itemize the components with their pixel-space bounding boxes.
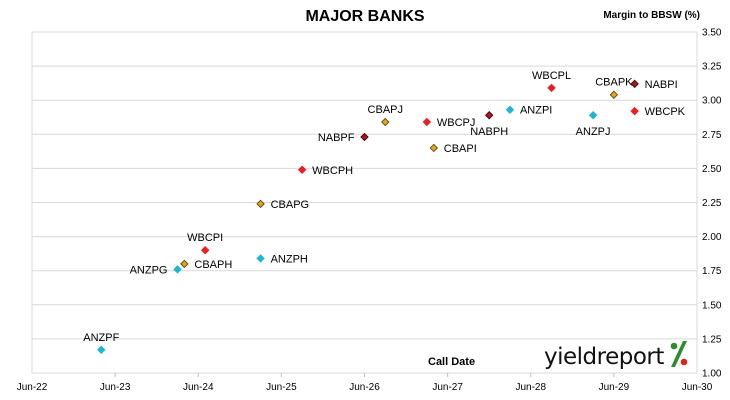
y-tick-label: 2.50 [702, 164, 722, 175]
data-point-cbaph [180, 259, 189, 269]
data-label-cbapj: CBAPJ [368, 104, 403, 116]
data-label-anzpf: ANZPF [83, 332, 119, 344]
x-tick-label: Jun-25 [266, 382, 297, 393]
yieldreport-logo: yieldreport [544, 340, 688, 374]
data-label-anzph: ANZPH [271, 253, 308, 265]
data-label-cbapi: CBAPI [444, 143, 477, 155]
data-label-wbcpj: WBCPJ [437, 117, 476, 129]
data-point-wbcpj [422, 117, 432, 127]
y-tick-label: 2.25 [702, 198, 722, 209]
x-tick-label: Jun-28 [515, 382, 546, 393]
data-point-cbapk [609, 90, 619, 99]
data-point-wbcpl [547, 83, 556, 93]
chart-title: MAJOR BANKS [305, 8, 425, 25]
data-point-cbapi [429, 143, 439, 153]
data-point-anzph [256, 254, 265, 263]
y-tick-label: 1.50 [702, 300, 722, 311]
y-tick-label: 2.00 [702, 232, 722, 243]
data-label-cbapk: CBAPK [595, 77, 633, 89]
data-label-wbcpk: WBCPK [645, 106, 686, 118]
logo-text: yieldreport [544, 344, 664, 370]
data-label-anzpg: ANZPG [130, 264, 168, 276]
x-tick-label: Jun-29 [599, 382, 630, 393]
data-label-anzpj: ANZPJ [576, 126, 611, 138]
y-tick-label: 3.00 [702, 96, 722, 107]
data-point-nabpf [360, 132, 369, 142]
logo-percent-icon [671, 341, 688, 367]
x-axis-ticks: Jun-22 Jun-23 Jun-24 Jun-25 Jun-26 Jun-27 Jun-… [17, 373, 713, 393]
x-tick-label: Jun-27 [432, 382, 463, 393]
data-point-anzpf [97, 345, 106, 355]
data-point-nabpi [630, 79, 639, 89]
data-point-wbcph [297, 165, 307, 175]
data-label-nabpi: NABPI [645, 79, 678, 91]
x-tick-label: Jun-30 [682, 382, 713, 393]
data-point-anzpg [173, 265, 182, 274]
y-tick-label: 1.75 [702, 266, 722, 277]
y-tick-label: 3.50 [702, 28, 722, 39]
data-points [97, 79, 639, 355]
y-tick-label: 1.00 [702, 369, 722, 380]
x-axis-label: Call Date [428, 356, 476, 368]
y-tick-label: 2.75 [702, 130, 722, 141]
data-label-wbcpl: WBCPL [532, 70, 571, 82]
data-point-nabph [484, 110, 494, 120]
y-tick-label: 3.25 [702, 62, 722, 73]
x-tick-label: Jun-23 [100, 382, 131, 393]
data-label-anzpi: ANZPI [520, 105, 552, 117]
y-axis-ticks: 1.00 1.25 1.50 1.75 2.00 2.25 2.50 2.75 3.00 3.25… [702, 28, 722, 380]
data-label-nabph: NABPH [470, 126, 508, 138]
data-label-wbcph: WBCPH [312, 165, 353, 177]
x-tick-label: Jun-24 [183, 382, 214, 393]
y-axis-label: Margin to BBSW (%) [603, 10, 700, 21]
data-labels: ANZPF ANZPG CBAPH WBCPI ANZPH CBAPG WBCPH NABPF… [83, 70, 685, 344]
data-label-cbapg: CBAPG [271, 199, 310, 211]
data-point-cbapj [381, 117, 390, 127]
data-point-anzpi [505, 105, 515, 114]
x-tick-label: Jun-22 [17, 382, 48, 393]
data-point-wbcpi [200, 246, 210, 255]
x-tick-label: Jun-26 [349, 382, 380, 393]
y-tick-label: 1.25 [702, 334, 722, 345]
data-label-cbaph: CBAPH [194, 259, 232, 271]
data-point-wbcpk [630, 106, 639, 116]
data-point-cbapg [256, 199, 265, 209]
data-point-anzpj [588, 110, 598, 120]
data-label-nabpf: NABPF [318, 132, 355, 144]
data-label-wbcpi: WBCPI [187, 232, 223, 244]
